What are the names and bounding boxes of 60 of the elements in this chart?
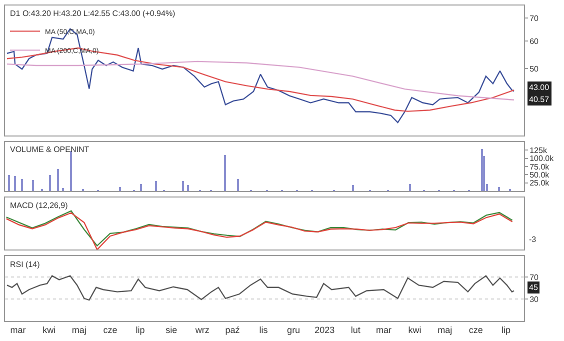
x-tick-label: kwi — [408, 324, 422, 335]
bar — [352, 184, 354, 191]
x-tick-label: cze — [103, 324, 118, 335]
bar — [409, 184, 411, 191]
y-tick-label: 125k — [530, 146, 548, 155]
text: -3 — [529, 235, 537, 244]
x-tick-label: 2023 — [314, 324, 335, 335]
x-tick-label: kwi — [42, 324, 56, 335]
y-tick-label: 70 — [530, 272, 540, 282]
x-tick-label: mar — [376, 324, 392, 335]
text: 45 — [529, 283, 538, 292]
bar — [57, 168, 59, 191]
x-tick-label: cze — [468, 324, 483, 335]
y-tick-label: 100.0k — [530, 154, 555, 164]
y-tick-label: 50 — [530, 64, 540, 74]
y-tick-label: 25.0k — [530, 178, 550, 188]
bar — [49, 174, 51, 191]
x-tick-label: lut — [350, 324, 361, 335]
bar — [32, 180, 34, 191]
line-series — [6, 60, 515, 101]
line-series — [6, 47, 515, 112]
line-series — [6, 275, 515, 301]
chart-title: MACD (12,26,9) — [10, 201, 68, 210]
x-tick-label: maj — [72, 324, 86, 335]
bar — [237, 178, 239, 191]
y-tick-label: 50.0k — [530, 170, 550, 180]
x-tick-label: lis — [259, 324, 268, 335]
bar — [498, 186, 500, 191]
x-tick-label: maj — [438, 324, 452, 335]
x-tick-label: mar — [10, 324, 26, 335]
x-tick-label: paź — [225, 324, 240, 335]
x-tick-label: wrz — [194, 324, 210, 335]
bar — [187, 184, 189, 191]
chart-title: VOLUME & OPENINT — [10, 145, 90, 154]
bar — [8, 174, 10, 191]
bar — [70, 150, 72, 191]
bar — [119, 186, 121, 191]
x-tick-label: lip — [501, 324, 510, 335]
y-tick-label: 30 — [530, 294, 540, 304]
bar — [21, 178, 23, 191]
y-tick-label: 70 — [530, 14, 540, 23]
bar — [62, 188, 64, 191]
text: 40.57 — [529, 95, 550, 104]
bar — [224, 154, 226, 191]
x-tick-label: lip — [136, 324, 145, 335]
x-tick-label: sie — [166, 324, 178, 335]
bar — [182, 180, 184, 191]
chart-title: D1 O:43.20 H:43.20 L:42.55 C:43.00 (+0.94%) — [10, 9, 176, 18]
bar — [82, 188, 84, 192]
line-series — [6, 28, 515, 124]
bar — [140, 184, 142, 191]
text: RSI (14) — [10, 260, 40, 269]
text: 43.00 — [529, 83, 550, 92]
y-tick-label: 60 — [530, 36, 540, 46]
x-tick-label: gru — [287, 324, 300, 335]
bar — [509, 188, 511, 192]
y-tick-label: 75.0k — [530, 162, 550, 172]
bar — [481, 148, 483, 191]
bar — [14, 176, 16, 191]
bar — [155, 180, 157, 191]
